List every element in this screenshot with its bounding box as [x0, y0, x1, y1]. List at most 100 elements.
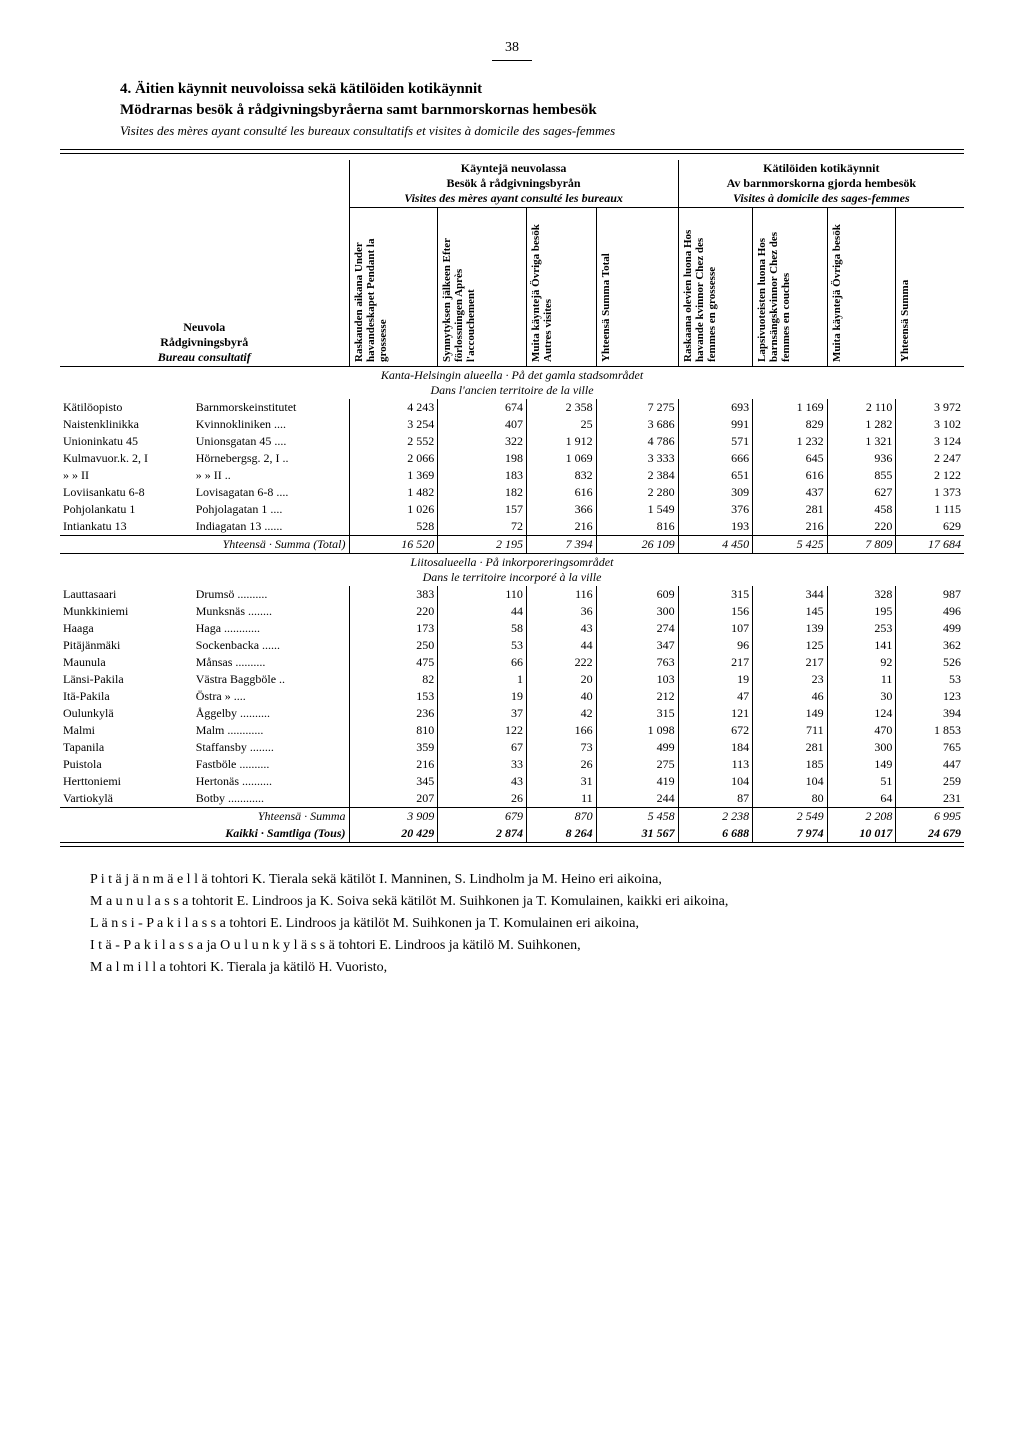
cell-name-sv: Västra Baggböle .. — [193, 671, 349, 688]
cell-value: 184 — [678, 739, 752, 756]
cell-value: 1 115 — [896, 501, 964, 518]
cell-value: 222 — [526, 654, 596, 671]
cell-value: 64 — [827, 790, 896, 808]
cell-name-fi: Itä-Pakila — [60, 688, 193, 705]
cell-value: 236 — [349, 705, 438, 722]
section1-title: Kanta-Helsingin alueella · På det gamla … — [60, 367, 964, 400]
cell-value: 182 — [438, 484, 527, 501]
cell-value: 66 — [438, 654, 527, 671]
cell-value: 571 — [678, 433, 752, 450]
cell-value: 259 — [896, 773, 964, 790]
cell-value: 1 232 — [753, 433, 827, 450]
total-value: 870 — [526, 808, 596, 826]
total-value: 26 109 — [596, 536, 678, 554]
cell-value: 1 026 — [349, 501, 438, 518]
cell-value: 672 — [678, 722, 752, 739]
cell-value: 44 — [438, 603, 527, 620]
cell-value: 153 — [349, 688, 438, 705]
cell-value: 855 — [827, 467, 896, 484]
cell-value: 2 110 — [827, 399, 896, 416]
cell-value: 328 — [827, 586, 896, 603]
cell-value: 309 — [678, 484, 752, 501]
cell-value: 816 — [596, 518, 678, 536]
cell-value: 207 — [349, 790, 438, 808]
cell-value: 274 — [596, 620, 678, 637]
cell-value: 3 254 — [349, 416, 438, 433]
cell-value: 195 — [827, 603, 896, 620]
cell-value: 936 — [827, 450, 896, 467]
cell-value: 1 169 — [753, 399, 827, 416]
cell-value: 499 — [896, 620, 964, 637]
cell-value: 4 243 — [349, 399, 438, 416]
cell-value: 2 280 — [596, 484, 678, 501]
cell-value: 124 — [827, 705, 896, 722]
table-subtitle-italic: Visites des mères ayant consulté les bur… — [120, 123, 924, 139]
cell-value: 47 — [678, 688, 752, 705]
cell-value: 25 — [526, 416, 596, 433]
cell-value: 103 — [596, 671, 678, 688]
cell-value: 51 — [827, 773, 896, 790]
cell-value: 11 — [827, 671, 896, 688]
cell-value: 627 — [827, 484, 896, 501]
cell-value: 2 122 — [896, 467, 964, 484]
table-row: HerttoniemiHertonäs ..........3454331419… — [60, 773, 964, 790]
cell-value: 166 — [526, 722, 596, 739]
cell-value: 383 — [349, 586, 438, 603]
data-table: Neuvola Rådgivningsbyrå Bureau consultat… — [60, 160, 964, 842]
table-row: NaistenklinikkaKvinnokliniken ....3 2544… — [60, 416, 964, 433]
table-total-row: Yhteensä · Summa3 9096798705 4582 2382 5… — [60, 808, 964, 826]
table-subtitle: Mödrarnas besök å rådgivningsbyråerna sa… — [120, 102, 924, 119]
col-c3: Muita käyntejä Övriga besök Autres visit… — [526, 208, 596, 367]
table-row: MaunulaMånsas ..........4756622276321721… — [60, 654, 964, 671]
total-value: 3 909 — [349, 808, 438, 826]
table-row: LauttasaariDrumsö ..........383110116609… — [60, 586, 964, 603]
cell-name-sv: Åggelby .......... — [193, 705, 349, 722]
cell-value: 1 — [438, 671, 527, 688]
cell-value: 80 — [753, 790, 827, 808]
cell-name-sv: Botby ............ — [193, 790, 349, 808]
cell-value: 1 098 — [596, 722, 678, 739]
table-row: Pohjolankatu 1Pohjolagatan 1 ....1 02615… — [60, 501, 964, 518]
cell-value: 359 — [349, 739, 438, 756]
table-row: KätilöopistoBarnmorskeinstitutet4 243674… — [60, 399, 964, 416]
cell-value: 96 — [678, 637, 752, 654]
total-value: 2 238 — [678, 808, 752, 826]
cell-value: 33 — [438, 756, 527, 773]
cell-name-sv: Unionsgatan 45 .... — [193, 433, 349, 450]
cell-value: 31 — [526, 773, 596, 790]
total-value: 8 264 — [526, 825, 596, 842]
cell-name-fi: Unioninkatu 45 — [60, 433, 193, 450]
cell-value: 666 — [678, 450, 752, 467]
cell-value: 2 247 — [896, 450, 964, 467]
table-row: HaagaHaga ............173584327410713925… — [60, 620, 964, 637]
cell-value: 244 — [596, 790, 678, 808]
col-group-home: Kätilöiden kotikäynnit Av barnmorskorna … — [678, 160, 964, 208]
total-value: 2 549 — [753, 808, 827, 826]
cell-value: 157 — [438, 501, 527, 518]
cell-value: 347 — [596, 637, 678, 654]
total-value: 6 995 — [896, 808, 964, 826]
footer-p4: I t ä - P a k i l a s s a ja O u l u n k… — [60, 938, 964, 954]
total-value: 24 679 — [896, 825, 964, 842]
table-row: » » II» » II ..1 3691838322 384651616855… — [60, 467, 964, 484]
total-value: 17 684 — [896, 536, 964, 554]
rule-bottom — [60, 842, 964, 847]
table-row: Unioninkatu 45Unionsgatan 45 ....2 55232… — [60, 433, 964, 450]
cell-name-fi: Herttoniemi — [60, 773, 193, 790]
cell-value: 149 — [827, 756, 896, 773]
total-value: 7 974 — [753, 825, 827, 842]
cell-value: 693 — [678, 399, 752, 416]
footer-paragraphs: P i t ä j ä n m ä e l l ä tohtori K. Tie… — [60, 872, 964, 976]
table-row: OulunkyläÅggelby ..........2363742315121… — [60, 705, 964, 722]
cell-value: 7 275 — [596, 399, 678, 416]
cell-value: 470 — [827, 722, 896, 739]
cell-value: 145 — [753, 603, 827, 620]
col-c7: Muita käyntejä Övriga besök — [827, 208, 896, 367]
col-c2: Synnytyksen jälkeen Efter förlossningen … — [438, 208, 527, 367]
cell-value: 711 — [753, 722, 827, 739]
page-number: 38 — [60, 40, 964, 56]
cell-name-sv: Munksnäs ........ — [193, 603, 349, 620]
cell-value: 121 — [678, 705, 752, 722]
cell-value: 231 — [896, 790, 964, 808]
cell-value: 216 — [753, 518, 827, 536]
